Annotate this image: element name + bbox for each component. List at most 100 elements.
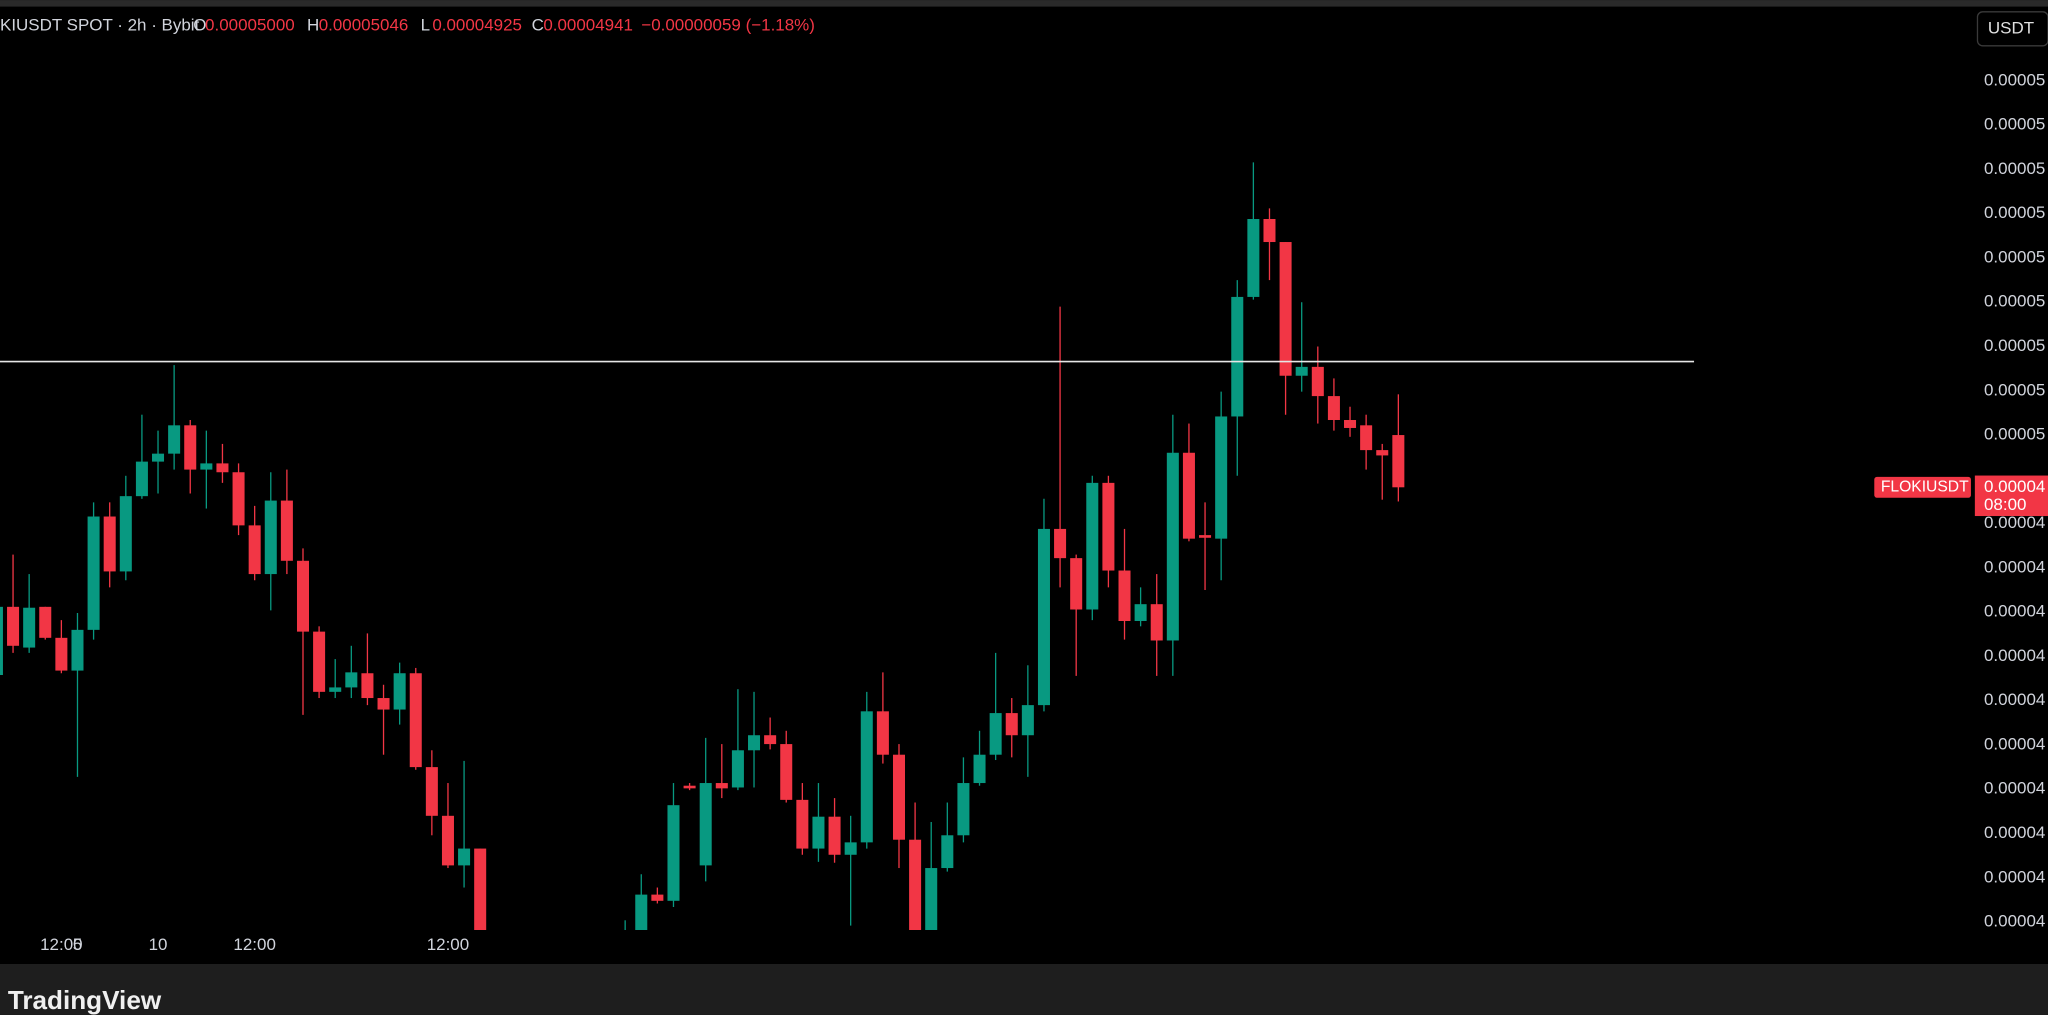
candle-body — [909, 839, 922, 931]
candle-body — [103, 516, 116, 572]
candle-body — [1102, 482, 1115, 571]
plot-area — [0, 162, 1695, 931]
candle-body — [812, 816, 825, 849]
x-tick-label: 10 — [149, 935, 168, 954]
y-tick-label: 0.00005 — [1984, 70, 2045, 89]
x-tick-label: 12:00 — [233, 935, 275, 954]
candle-body — [1344, 420, 1357, 428]
symbol: KIUSDT SPOT · 2h · Bybit — [0, 16, 200, 35]
candle-body — [1247, 219, 1260, 297]
candle-body — [651, 894, 664, 901]
y-tick-label: 0.00004 — [1984, 557, 2045, 576]
candle-body — [683, 785, 696, 789]
close-label: C — [532, 16, 544, 35]
y-tick-label: 0.00004 — [1984, 513, 2045, 532]
y-tick-label: 0.00004 — [1984, 734, 2045, 753]
brand: TradingView — [8, 985, 162, 1015]
high-label: H — [307, 16, 319, 35]
y-tick-label: 0.00004 — [1984, 779, 2045, 798]
candle-body — [764, 735, 777, 745]
candle-body — [892, 754, 906, 840]
x-tick-label: 5 — [73, 935, 82, 954]
candle-body — [989, 713, 1002, 755]
y-tick-label: 0.00005 — [1984, 159, 2045, 178]
y-tick-label: 0.00004 — [1984, 646, 2045, 665]
candle-body — [1199, 535, 1212, 538]
candle-body — [1134, 604, 1147, 622]
high-value: 0.00005046 — [319, 16, 409, 35]
y-tick-label: 0.00005 — [1984, 115, 2045, 134]
candle-body — [1231, 296, 1244, 417]
y-tick-label: 0.00005 — [1984, 247, 2045, 266]
candle-body — [1182, 452, 1195, 539]
y-tick-label: 0.00005 — [1984, 425, 2045, 444]
candle-body — [973, 754, 986, 784]
candle-body — [876, 711, 889, 755]
candle-body — [1021, 705, 1034, 736]
y-tick-label: 0.00004 — [1984, 690, 2045, 709]
candle-body — [361, 673, 374, 699]
candle-body — [941, 835, 954, 869]
y-tick-label: 0.00004 — [1984, 823, 2045, 842]
candle-body — [264, 500, 277, 575]
candle-body — [828, 816, 841, 855]
candle-body — [39, 606, 52, 638]
price-tag-countdown: 08:00 — [1984, 495, 2026, 514]
y-tick-label: 0.00005 — [1984, 380, 2045, 399]
y-tick-label: 0.00005 — [1984, 203, 2045, 222]
candle-body — [715, 783, 728, 789]
candle-body — [216, 463, 229, 473]
candle-body — [248, 525, 261, 575]
candle-body — [860, 711, 873, 843]
candle-body — [425, 767, 438, 816]
candle-body — [957, 783, 970, 836]
candle-body — [184, 425, 197, 470]
footer — [0, 963, 2048, 1015]
x-tick-label: 12:00 — [40, 935, 82, 954]
low-label: L — [421, 16, 430, 35]
symbol-tag — [1874, 476, 1971, 498]
candle-body — [1215, 416, 1228, 539]
symbol-tag-label: FLOKIUSDT — [1881, 478, 1969, 495]
candle-body — [152, 453, 165, 462]
price-tag-value: 0.00004 — [1984, 477, 2045, 496]
candle-body — [1279, 242, 1292, 376]
candle-body — [232, 472, 245, 526]
candle-body — [168, 425, 181, 454]
candle-body — [1118, 570, 1131, 622]
change-value: −0.00000059 (−1.18%) — [641, 16, 815, 35]
candle-body — [55, 637, 68, 671]
y-tick-label: 0.00004 — [1984, 867, 2045, 886]
x-tick-label: 12:00 — [427, 935, 469, 954]
candle-body — [780, 744, 793, 800]
candle-body — [200, 463, 213, 470]
candle-body — [1263, 219, 1276, 243]
currency-button-label[interactable]: USDT — [1988, 18, 2034, 37]
candle-body — [345, 672, 358, 688]
candle-body — [23, 607, 36, 648]
y-tick-label: 0.00005 — [1984, 292, 2045, 311]
y-tick-label: 0.00004 — [1984, 912, 2045, 931]
candle-body — [474, 848, 487, 931]
y-tick-label: 0.00004 — [1984, 602, 2045, 621]
candle-body — [377, 698, 390, 710]
candle-body — [135, 461, 148, 497]
candle-body — [699, 783, 712, 866]
candle-body — [635, 894, 648, 931]
candle-body — [1376, 450, 1389, 456]
axes: 0.00005 0.00005 0.00005 0.00005 0.00005 0.000… — [40, 70, 2048, 954]
candle-body — [87, 516, 100, 630]
currency-button[interactable]: USDT — [1976, 11, 2048, 47]
candle-body — [1311, 366, 1324, 397]
candle-body — [458, 848, 471, 866]
candle-body — [667, 805, 680, 901]
candle-body — [925, 868, 938, 931]
candle-body — [329, 687, 342, 692]
candle-body — [1070, 558, 1083, 610]
candle-body — [1054, 528, 1067, 559]
candle-body — [280, 500, 293, 561]
candle-body — [441, 815, 454, 866]
candle-body — [393, 673, 406, 710]
candle-body — [731, 750, 744, 788]
